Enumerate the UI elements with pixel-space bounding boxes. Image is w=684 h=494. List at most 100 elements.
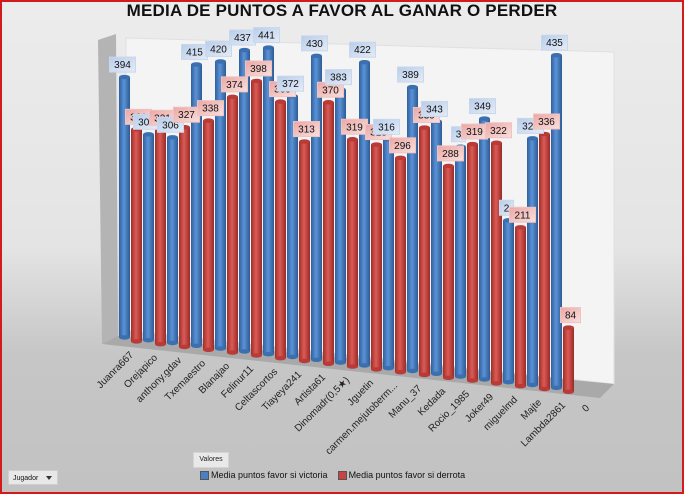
- data-label-victoria: 422: [354, 45, 371, 56]
- data-label-derrota: 84: [565, 311, 577, 322]
- bar-derrota: [419, 127, 430, 375]
- data-label-bg-victoria: [397, 66, 424, 83]
- bar-victoria: [335, 89, 346, 363]
- bar-derrota: [395, 157, 406, 373]
- bar-base-victoria: [383, 366, 394, 371]
- bar-derrota: [275, 101, 286, 359]
- bar-victoria: [503, 220, 514, 383]
- data-label-bg-derrota: [293, 121, 320, 138]
- bar-victoria: [551, 55, 562, 388]
- bar-top-derrota: [299, 139, 310, 144]
- bar-top-derrota: [395, 155, 406, 161]
- data-label-derrota: 313: [298, 125, 315, 136]
- data-label-victoria: 435: [546, 38, 563, 49]
- data-label-bg-victoria: [421, 100, 448, 117]
- bar-top-victoria: [527, 136, 538, 141]
- bar-base-victoria: [431, 371, 442, 376]
- data-label-derrota: 338: [202, 104, 219, 115]
- bar-derrota: [371, 144, 382, 370]
- bar-base-derrota: [155, 342, 166, 347]
- data-label-victoria: 415: [186, 47, 203, 58]
- bar-victoria: [431, 121, 442, 374]
- bar-top-derrota: [491, 140, 502, 145]
- bar-top-derrota: [515, 225, 526, 230]
- legend-swatch-red: [337, 470, 347, 480]
- bar-base-victoria: [287, 354, 298, 360]
- bar-base-derrota: [323, 361, 334, 366]
- data-label-victoria: 309: [138, 117, 155, 128]
- data-label-derrota: 327: [178, 110, 195, 121]
- bar-victoria: [215, 61, 226, 349]
- bar-base-derrota: [203, 347, 214, 352]
- data-label-victoria: 343: [426, 104, 443, 115]
- bar-derrota: [467, 144, 478, 381]
- bar-top-derrota: [419, 125, 430, 130]
- bar-top-derrota: [371, 142, 382, 147]
- data-label-bg-victoria: [205, 40, 232, 57]
- data-label-victoria: 420: [210, 44, 227, 55]
- bar-base-derrota: [539, 386, 550, 392]
- bar-derrota: [515, 227, 526, 387]
- bar-base-victoria: [551, 385, 562, 390]
- bar-derrota: [347, 139, 358, 367]
- bar-base-victoria: [359, 363, 370, 368]
- data-label-bg-victoria: [349, 41, 376, 58]
- bar-top-derrota: [443, 163, 454, 169]
- bar-base-derrota: [371, 367, 382, 372]
- bar-top-victoria: [551, 52, 562, 58]
- data-label-victoria: 441: [258, 31, 275, 42]
- bar-derrota: [443, 165, 454, 378]
- legend-label-victoria: Media puntos favor si victoria: [211, 470, 328, 480]
- bar-derrota: [203, 120, 214, 350]
- data-label-bg-derrota: [560, 307, 581, 324]
- data-label-bg-victoria: [277, 75, 304, 92]
- bar-victoria: [167, 137, 178, 343]
- data-label-derrota: 374: [226, 80, 243, 91]
- bar-base-victoria: [143, 338, 154, 343]
- data-label-victoria: 437: [234, 33, 251, 44]
- bar-top-victoria: [191, 62, 202, 67]
- bar-top-victoria: [311, 53, 322, 59]
- data-label-victoria: 389: [402, 70, 419, 81]
- chevron-down-icon[interactable]: [46, 476, 52, 480]
- side-wall: [98, 34, 118, 344]
- bar-derrota: [131, 129, 142, 342]
- data-label-bg-victoria: [469, 98, 496, 115]
- bar-base-derrota: [563, 389, 574, 394]
- bar-base-victoria: [503, 380, 514, 385]
- data-label-derrota: 336: [538, 117, 555, 128]
- bar-top-victoria: [167, 135, 178, 140]
- bar-victoria: [311, 55, 322, 360]
- data-label-bg-derrota: [437, 145, 464, 162]
- bar-derrota: [491, 142, 502, 384]
- bar-top-derrota: [203, 118, 214, 123]
- bar-top-victoria: [239, 47, 250, 53]
- bar-base-derrota: [131, 339, 142, 344]
- bar-base-derrota: [419, 372, 430, 378]
- bar-base-victoria: [263, 352, 274, 357]
- bar-top-derrota: [467, 141, 478, 147]
- values-field-button[interactable]: Valores: [193, 452, 229, 468]
- jugador-field-dropdown[interactable]: Jugador: [8, 470, 58, 485]
- bar-base-victoria: [311, 357, 322, 362]
- legend-item-victoria: Media puntos favor si victoria: [200, 470, 328, 480]
- bar-base-victoria: [479, 377, 490, 382]
- data-label-victoria: 349: [474, 102, 491, 113]
- bar-base-derrota: [275, 356, 286, 361]
- data-label-derrota: 288: [442, 149, 459, 160]
- legend-swatch-blue: [200, 470, 209, 480]
- bar-top-victoria: [215, 59, 226, 64]
- bar-victoria: [239, 50, 250, 352]
- bar-base-victoria: [239, 349, 250, 354]
- bar-victoria: [263, 47, 274, 355]
- bar-victoria: [407, 87, 418, 371]
- data-label-derrota: 211: [515, 210, 531, 221]
- data-label-derrota: 322: [490, 126, 507, 137]
- bar-victoria: [527, 138, 538, 385]
- bar-base-victoria: [527, 382, 538, 388]
- bar-top-derrota: [347, 137, 358, 142]
- data-label-bg-victoria: [301, 35, 328, 52]
- data-label-bg-derrota: [221, 76, 248, 93]
- data-label-derrota: 296: [394, 141, 411, 152]
- data-label-victoria: 325: [522, 121, 539, 132]
